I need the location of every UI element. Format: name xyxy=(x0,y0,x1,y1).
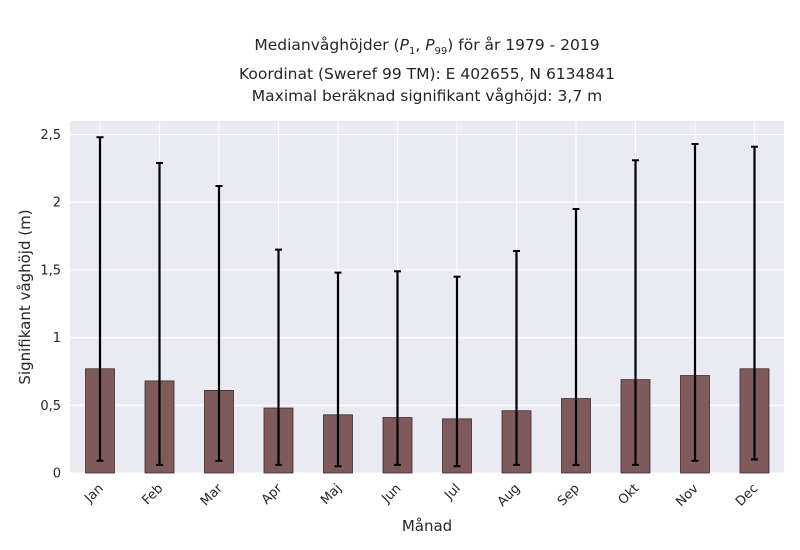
title-line-1: Medianvåghöjder (P1, P99) för år 1979 - … xyxy=(254,36,600,58)
error-bar-jun xyxy=(394,270,401,466)
error-bar-feb xyxy=(156,161,163,466)
chart-title: Medianvåghöjder (P1, P99) för år 1979 - … xyxy=(0,34,800,107)
x-tick-labels: Jan Feb Mar Apr Maj Jun Jul Aug Sep Okt Nov Dec xyxy=(81,481,761,510)
y-tick-label: 0,5 xyxy=(40,399,61,414)
error-bar-mar xyxy=(215,184,223,462)
title-line-2: Koordinat (Sweref 99 TM): E 402655, N 61… xyxy=(239,65,615,84)
plot-area xyxy=(70,121,784,473)
error-bar-jul xyxy=(453,275,461,468)
error-bar-aug xyxy=(513,249,520,466)
y-tick-label: 1 xyxy=(53,331,61,346)
y-tick-label: 2 xyxy=(53,196,61,211)
y-tick-label: 2,5 xyxy=(40,128,61,143)
x-tick-label: Aug xyxy=(495,481,524,510)
error-bar-apr xyxy=(275,248,282,466)
y-tick-label: 1,5 xyxy=(40,263,61,278)
error-bar-nov xyxy=(691,143,699,462)
x-tick-label: Nov xyxy=(673,481,702,510)
x-tick-label: Apr xyxy=(259,481,286,508)
x-tick-label: Dec xyxy=(733,481,761,509)
x-axis-label: Månad xyxy=(402,517,452,535)
x-tick-label: Okt xyxy=(616,481,643,508)
x-tick-label: Jan xyxy=(81,481,106,506)
x-tick-label: Jun xyxy=(379,481,405,507)
y-tick-labels: 0 0,5 1 1,5 2 2,5 xyxy=(40,128,61,481)
error-bar-maj xyxy=(334,271,342,468)
x-tick-label: Feb xyxy=(139,481,166,508)
error-bar-dec xyxy=(751,145,758,461)
error-bar-sep xyxy=(572,208,580,466)
error-bar-jan xyxy=(96,136,104,462)
x-tick-label: Jul xyxy=(441,481,463,503)
y-axis-label: Signifikant våghöjd (m) xyxy=(16,209,34,384)
x-tick-label: Maj xyxy=(318,481,345,508)
x-tick-label: Mar xyxy=(198,481,226,509)
x-tick-label: Sep xyxy=(555,481,583,509)
title-line-3: Maximal beräknad signifikant våghöjd: 3,… xyxy=(251,87,603,106)
y-tick-label: 0 xyxy=(53,467,61,482)
error-bars xyxy=(96,136,758,468)
error-bar-okt xyxy=(632,159,639,466)
